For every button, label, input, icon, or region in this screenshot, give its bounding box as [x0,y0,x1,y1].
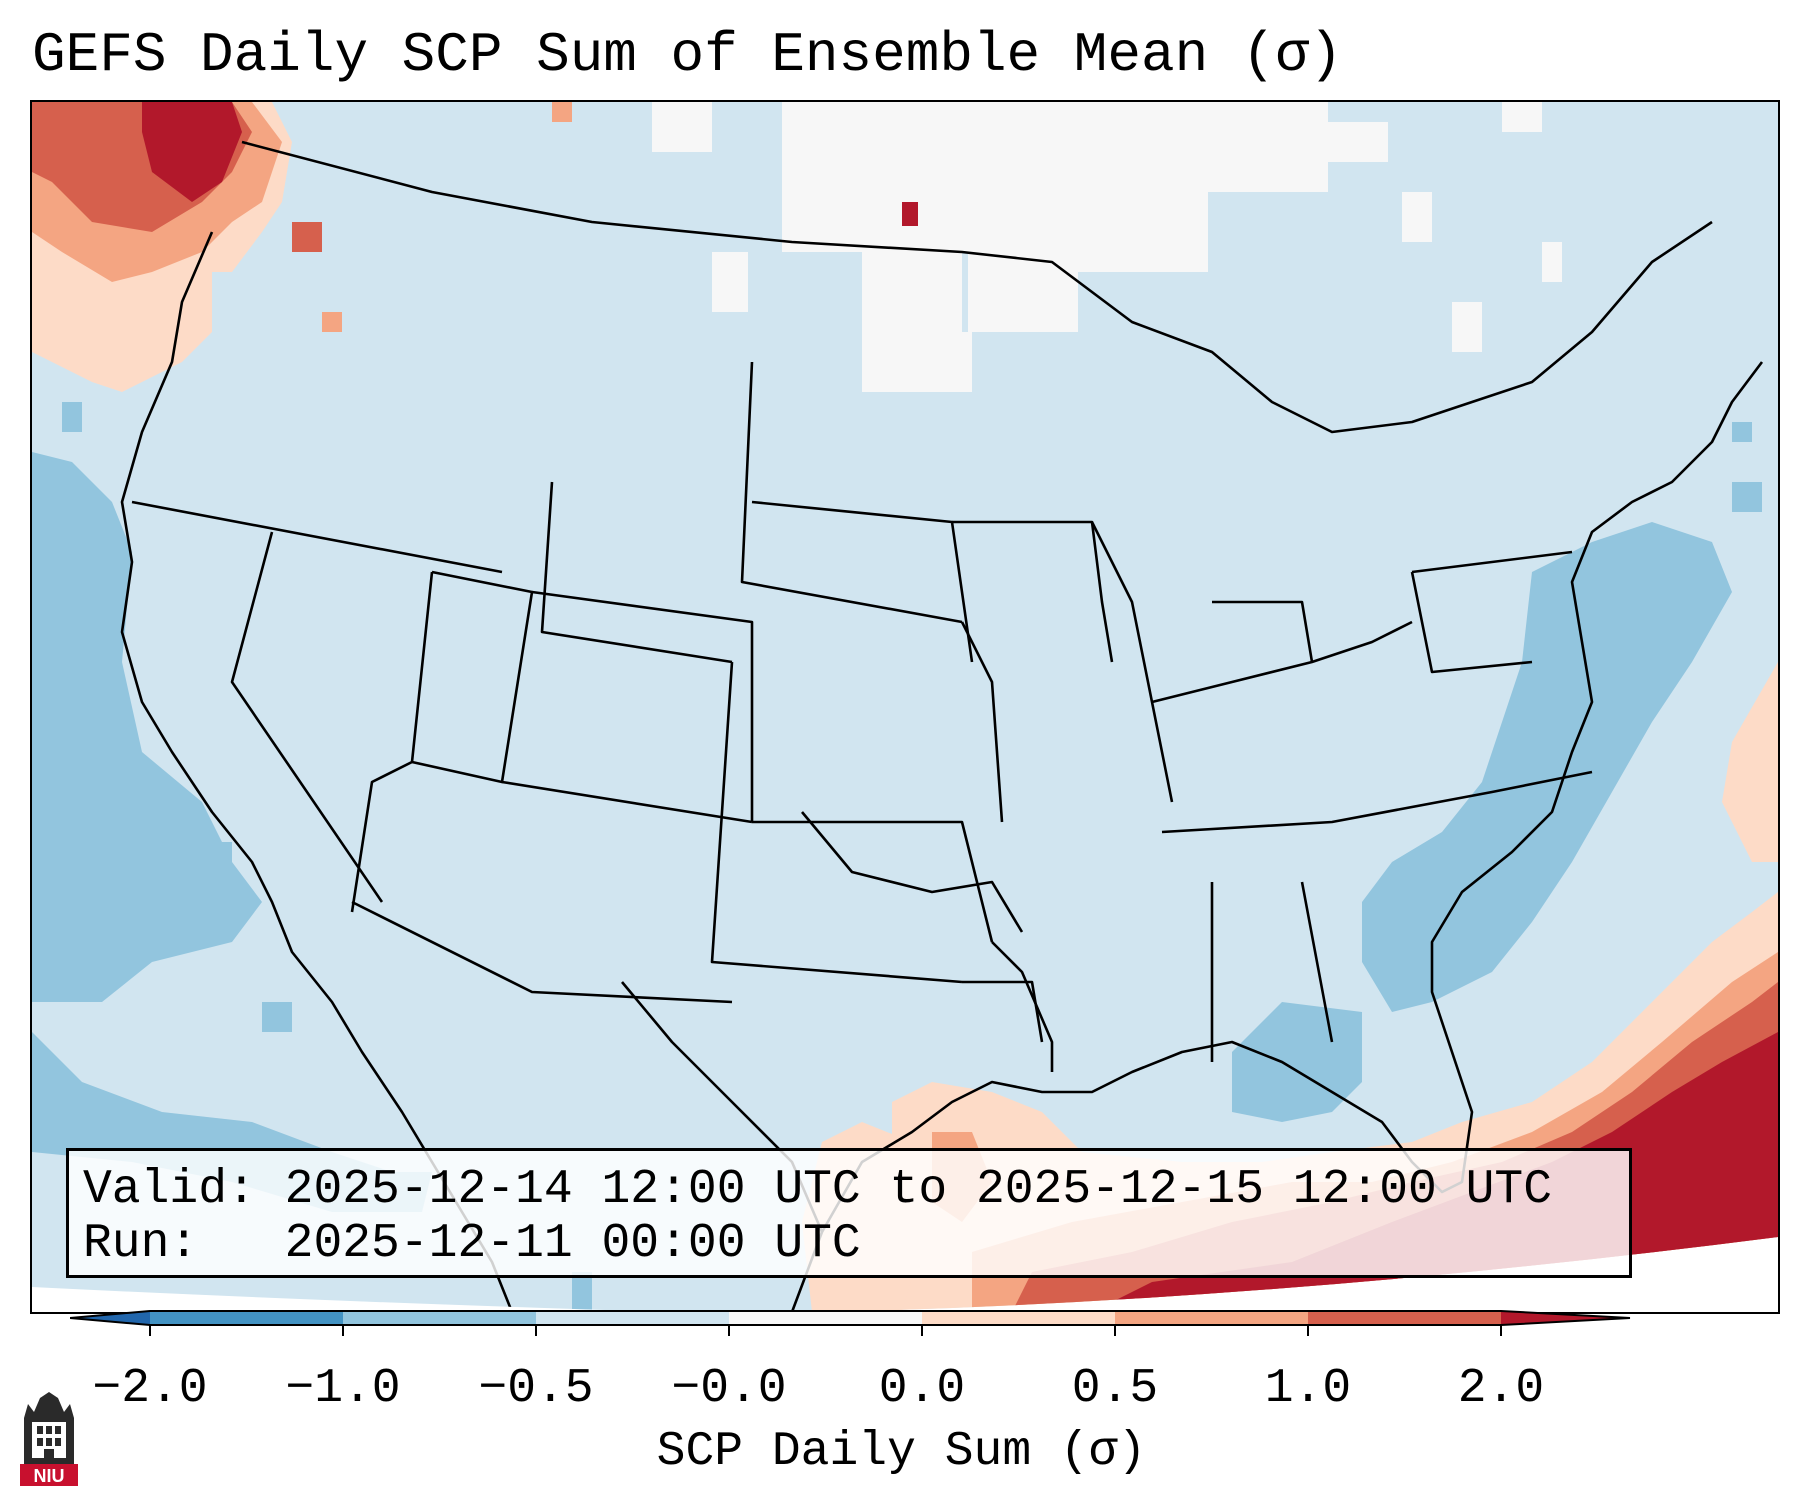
colorbar-segment [536,1311,729,1325]
colorbar-segment [922,1311,1115,1325]
map-canvas [32,102,1778,1312]
colorbar-segment [343,1311,536,1325]
colorbar-segment [1115,1311,1308,1325]
colorbar [70,1310,1631,1336]
colorbar-tick-label: 0.0 [878,1362,966,1416]
colorbar-under-arrow [70,1311,150,1325]
colorbar-tick-label: −2.0 [92,1362,208,1416]
scp-near-zero-region [652,102,1562,392]
scp-high-pacific-northwest [32,102,918,392]
colorbar-tick-label: −0.0 [671,1362,787,1416]
colorbar-tick-label: 1.0 [1264,1362,1352,1416]
chart-title: GEFS Daily SCP Sum of Ensemble Mean (σ) [32,23,1343,87]
colorbar-over-arrow [1501,1311,1630,1325]
run-time-line: Run: 2025-12-11 00:00 UTC [83,1217,861,1271]
colorbar-label: SCP Daily Sum (σ) [656,1425,1147,1479]
colorbar-tick-label: 2.0 [1457,1362,1545,1416]
colorbar-tick-label: 0.5 [1071,1362,1159,1416]
valid-time-line: Valid: 2025-12-14 12:00 UTC to 2025-12-1… [83,1163,1553,1217]
niu-logo-icon: NIU [20,1392,78,1486]
colorbar-tick-label: −1.0 [285,1362,401,1416]
map-panel [30,100,1780,1314]
colorbar-ticks [149,1325,1502,1336]
colorbar-segment [729,1311,922,1325]
niu-logo-text: NIU [34,1466,65,1486]
validity-info-box: Valid: 2025-12-14 12:00 UTC to 2025-12-1… [66,1148,1632,1278]
colorbar-segment [150,1311,343,1325]
colorbar-tick-label: −0.5 [478,1362,594,1416]
colorbar-segment [1308,1311,1501,1325]
